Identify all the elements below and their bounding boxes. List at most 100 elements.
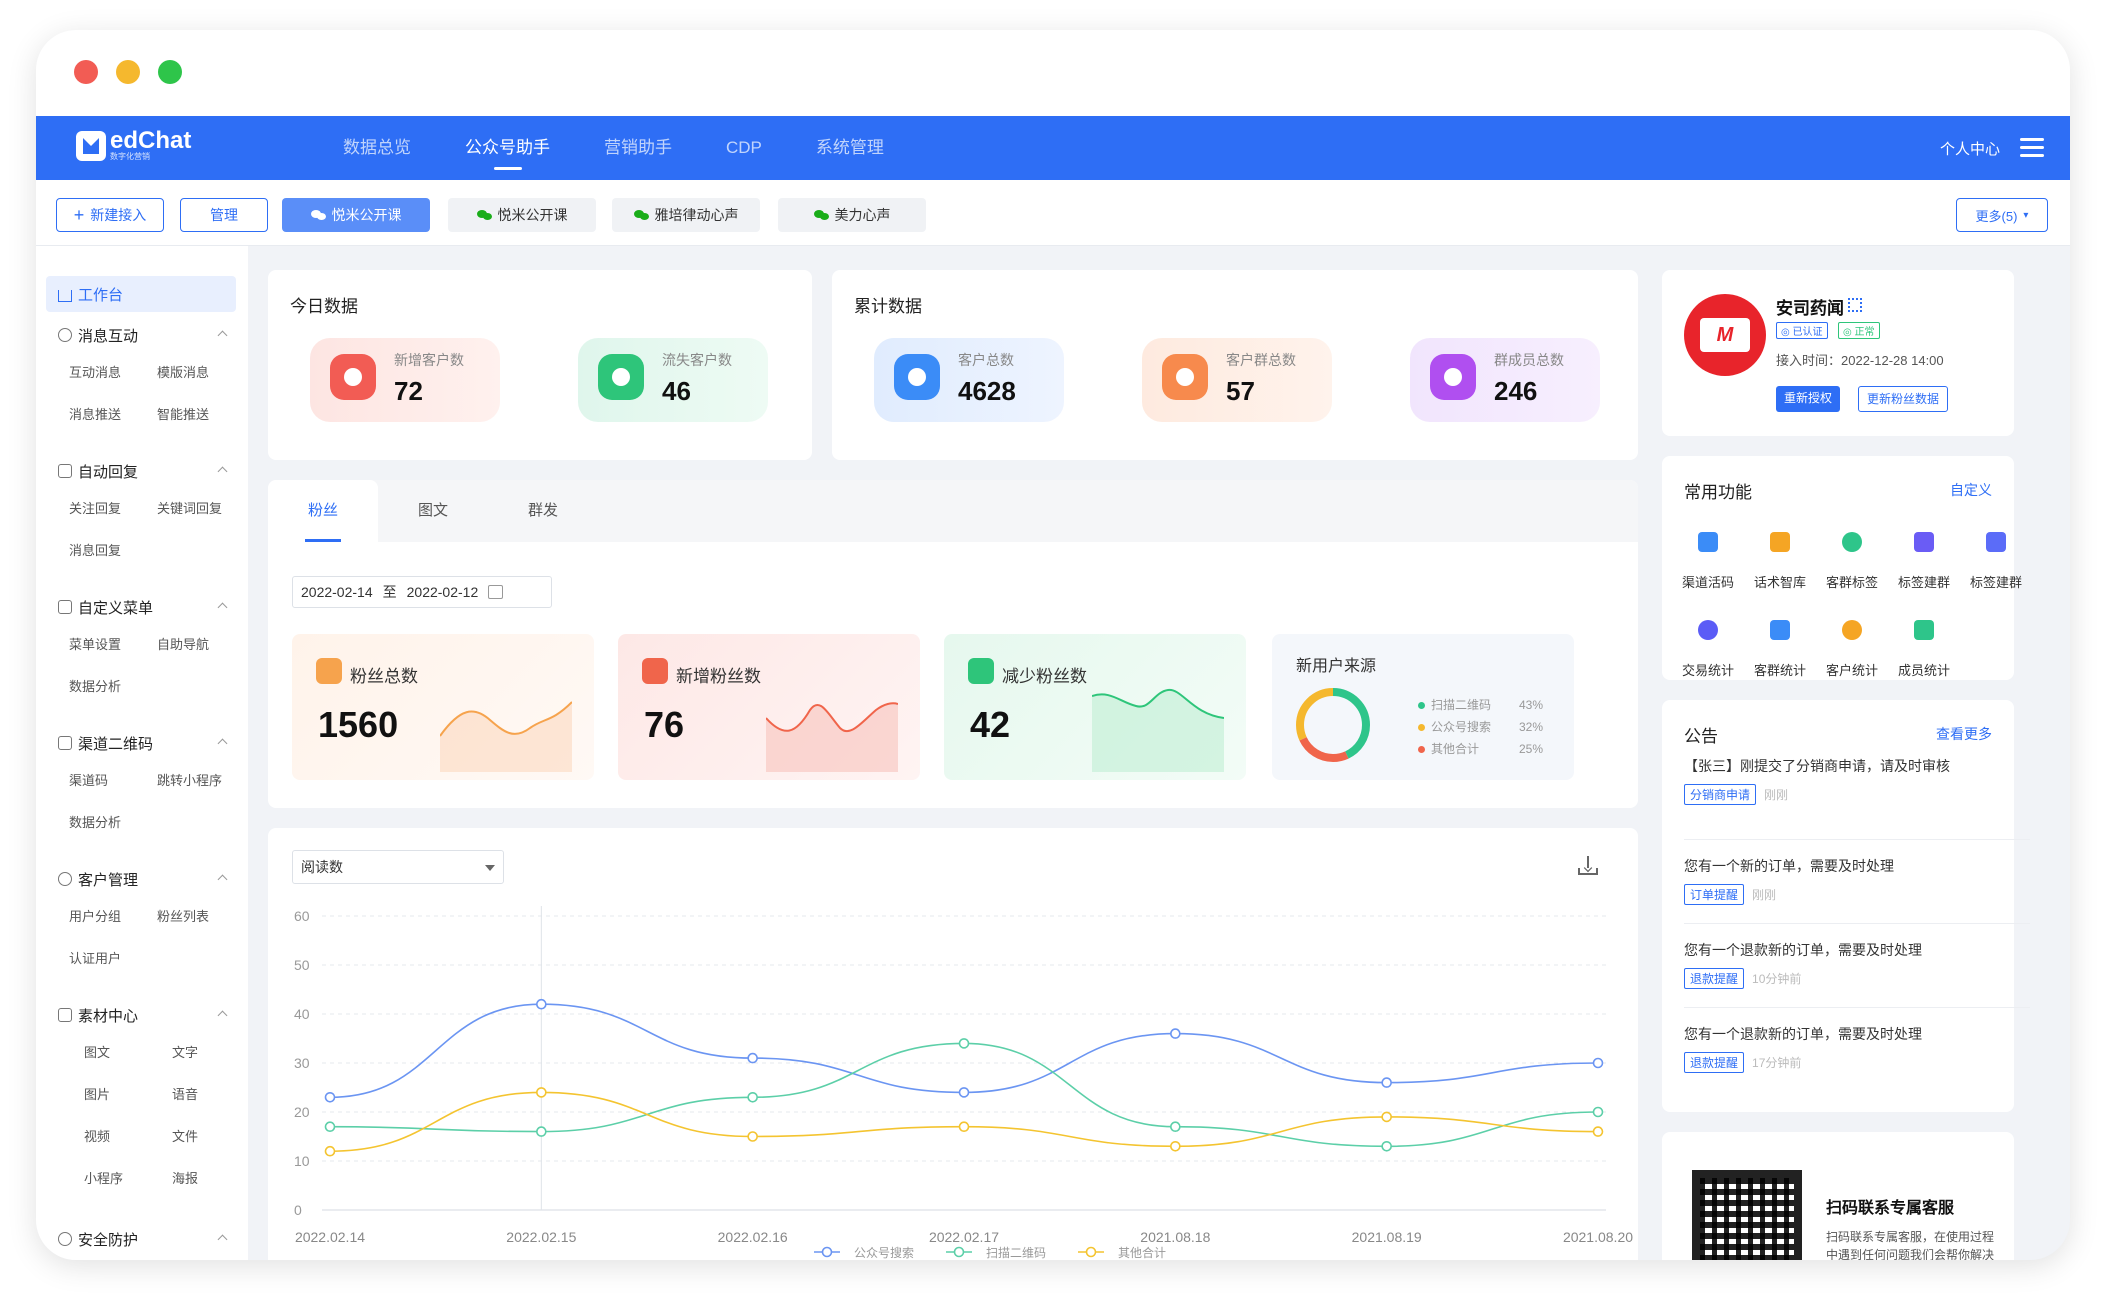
sidebar-item[interactable]: 关键词回复 xyxy=(157,501,223,516)
sidebar-group-header[interactable]: 渠道二维码 xyxy=(36,726,248,760)
sidebar-item[interactable]: 图文 xyxy=(84,1045,111,1060)
sidebar-item[interactable]: 文件 xyxy=(172,1129,199,1144)
sidebar-group-header[interactable]: 自定义菜单 xyxy=(36,590,248,624)
more-accounts-dropdown[interactable]: 更多(5) ▾ xyxy=(1956,198,2048,232)
sidebar-group-header[interactable]: 自动回复 xyxy=(36,454,248,488)
sidebar-item[interactable]: 视频 xyxy=(84,1129,111,1144)
qrcode-icon[interactable] xyxy=(1848,298,1862,312)
sidebar-item[interactable]: 小程序 xyxy=(84,1171,124,1186)
stat-total-customers: 客户总数 4628 xyxy=(874,338,1064,422)
sidebar-group-header[interactable]: 安全防护 xyxy=(36,1222,248,1256)
brand-logo[interactable]: edChat 数字化营销 xyxy=(76,129,191,162)
view-more-link[interactable]: 查看更多 xyxy=(1936,726,1992,742)
tag-group-icon[interactable] xyxy=(1900,518,1948,566)
members-icon xyxy=(1430,354,1476,400)
shield-icon xyxy=(58,1232,72,1246)
add-user-icon xyxy=(330,354,376,400)
common-functions-card: 常用功能 自定义 渠道活码 话术智库 客群标签 标签建群 标签建群 交易统计 客… xyxy=(1662,456,2022,680)
sidebar-item[interactable]: 智能推送 xyxy=(157,407,210,422)
chevron-up-icon xyxy=(217,330,228,341)
notice-item[interactable]: 您有一个退款新的订单，需要及时处理 退款提醒 17分钟前 xyxy=(1684,1008,2030,1092)
account-tab-2[interactable]: 悦米公开课 xyxy=(448,198,596,232)
sidebar-item[interactable]: 文字 xyxy=(172,1045,199,1060)
account-tab-1[interactable]: 悦米公开课 xyxy=(282,198,430,232)
group-tag-icon[interactable] xyxy=(1828,518,1876,566)
maximize-window-button[interactable] xyxy=(158,60,182,84)
sidebar-item[interactable]: 菜单设置 xyxy=(69,637,122,652)
sidebar-item[interactable]: 数据分析 xyxy=(69,679,122,694)
notice-item[interactable]: 【张三】刚提交了分销商申请，请及时审核 分销商申请 刚刚 xyxy=(1684,756,2030,840)
sidebar-item[interactable]: 模版消息 xyxy=(157,365,210,380)
account-bar: + 新建接入 管理 悦米公开课 悦米公开课 雅培律动心声 美力心声 更多(5) … xyxy=(36,180,2070,246)
data-point xyxy=(536,998,547,1010)
data-point xyxy=(747,1052,758,1064)
close-window-button[interactable] xyxy=(74,60,98,84)
sidebar-item[interactable]: 认证用户 xyxy=(69,951,122,966)
sidebar-item[interactable]: 互动消息 xyxy=(69,365,122,380)
sidebar-item[interactable]: 渠道码 xyxy=(69,773,109,788)
new-access-button[interactable]: + 新建接入 xyxy=(56,198,164,232)
account-tab-4[interactable]: 美力心声 xyxy=(778,198,926,232)
legend-label: 公众号搜索 xyxy=(854,1245,914,1260)
brand-subtitle: 数字化营销 xyxy=(110,152,150,161)
sidebar-item[interactable]: 关注回复 xyxy=(69,501,122,516)
member-stats-icon[interactable] xyxy=(1900,606,1948,654)
data-point xyxy=(958,1087,970,1098)
tag-group-folder-icon[interactable] xyxy=(1972,518,2020,566)
download-icon[interactable] xyxy=(1578,856,1598,876)
main-nav: 数据总览 公众号助手 营销助手 CDP 系统管理 xyxy=(316,116,911,180)
menu-icon[interactable] xyxy=(2020,138,2044,158)
sidebar-item[interactable]: 跳转小程序 xyxy=(157,773,223,788)
manage-button[interactable]: 管理 xyxy=(180,198,268,232)
chevron-up-icon xyxy=(217,602,228,613)
service-card: 扫码联系专属客服 扫码联系专属客服，在使用过程中遇到任何问题我们会帮你解决 xyxy=(1662,1132,2014,1260)
common-functions-title: 常用功能 xyxy=(1684,483,1752,502)
channel-code-icon[interactable] xyxy=(1684,518,1732,566)
sidebar-item[interactable]: 海报 xyxy=(172,1171,199,1186)
customize-link[interactable]: 自定义 xyxy=(1950,482,1992,498)
notice-item[interactable]: 您有一个新的订单，需要及时处理 订单提醒 刚刚 xyxy=(1684,840,2030,924)
sidebar-item[interactable]: 消息回复 xyxy=(69,543,122,558)
notice-item[interactable]: 您有一个退款新的订单，需要及时处理 退款提醒 10分钟前 xyxy=(1684,924,2030,1008)
date-separator: 至 xyxy=(382,584,397,600)
sidebar-item[interactable]: 自助导航 xyxy=(157,637,210,652)
sidebar-group-header[interactable]: 客户管理 xyxy=(36,862,248,896)
nav-tab-system[interactable]: 系统管理 xyxy=(815,138,884,157)
sidebar-group-header[interactable]: 素材中心 xyxy=(36,998,248,1032)
legend-marker xyxy=(821,1246,833,1258)
app-window: edChat 数字化营销 数据总览 公众号助手 营销助手 CDP 系统管理 个人… xyxy=(36,30,2070,1260)
sidebar-item[interactable]: 用户分组 xyxy=(69,909,122,924)
users-icon xyxy=(58,872,72,886)
account-tab-3[interactable]: 雅培律动心声 xyxy=(612,198,760,232)
nav-tab-marketing[interactable]: 营销助手 xyxy=(604,138,672,157)
sidebar-item[interactable]: 图片 xyxy=(84,1087,111,1102)
group-stats-icon[interactable] xyxy=(1756,606,1804,654)
sidebar-item[interactable]: 数据分析 xyxy=(69,815,122,830)
sidebar-item[interactable]: 语音 xyxy=(172,1087,199,1102)
sidebar-item-workbench[interactable]: 工作台 xyxy=(46,276,236,312)
add-user-icon xyxy=(642,658,668,684)
total-data-title: 累计数据 xyxy=(854,297,922,316)
nav-tab-official-account[interactable]: 公众号助手 xyxy=(438,116,577,180)
sidebar-item[interactable]: 粉丝列表 xyxy=(157,909,210,924)
minimize-window-button[interactable] xyxy=(116,60,140,84)
customer-stats-icon[interactable] xyxy=(1828,606,1876,654)
metric-select[interactable]: 阅读数 xyxy=(292,850,504,884)
date-from: 2022-02-14 xyxy=(301,584,373,600)
sidebar-group-header[interactable]: 消息互动 xyxy=(36,318,248,352)
chevron-up-icon xyxy=(217,738,228,749)
script-library-icon[interactable] xyxy=(1756,518,1804,566)
reauthorize-button[interactable]: 重新授权 xyxy=(1776,386,1841,412)
nav-tab-overview[interactable]: 数据总览 xyxy=(343,138,411,157)
fans-new-sparkline xyxy=(766,702,898,772)
sidebar-group-customers: 客户管理 用户分组 粉丝列表 认证用户 xyxy=(36,862,248,980)
sidebar-item[interactable]: 消息推送 xyxy=(69,407,122,422)
user-center-link[interactable]: 个人中心 xyxy=(1939,140,2000,158)
tab-fans[interactable]: 粉丝 xyxy=(268,480,378,542)
trade-stats-icon[interactable] xyxy=(1684,606,1732,654)
tab-broadcast[interactable]: 群发 xyxy=(527,502,558,519)
nav-tab-cdp[interactable]: CDP xyxy=(726,138,762,157)
refresh-fans-button[interactable]: 更新粉丝数据 xyxy=(1858,386,1949,412)
date-range-picker[interactable]: 2022-02-14 至 2022-02-12 xyxy=(292,576,552,608)
tab-articles[interactable]: 图文 xyxy=(417,502,448,519)
